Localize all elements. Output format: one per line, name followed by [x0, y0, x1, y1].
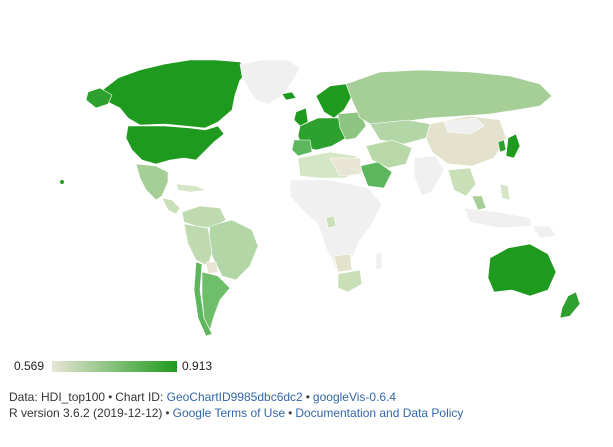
country-korea[interactable]	[497, 139, 507, 153]
country-chile[interactable]	[193, 261, 213, 337]
chart-id-label: Chart ID:	[115, 390, 164, 404]
country-greenland[interactable]	[239, 59, 301, 105]
country-usa[interactable]	[125, 125, 225, 165]
color-legend: 0.569 0.913	[14, 358, 212, 374]
country-mexico[interactable]	[135, 163, 169, 201]
country-south-africa[interactable]	[337, 269, 363, 293]
country-indonesia[interactable]	[463, 207, 533, 229]
legend-gradient-bar	[52, 360, 178, 372]
country-southeast-asia[interactable]	[447, 167, 477, 197]
country-iberia[interactable]	[291, 139, 313, 157]
country-russia[interactable]	[345, 69, 553, 127]
data-source-text: Data: HDI_top100	[9, 390, 106, 404]
country-saudi-arabia[interactable]	[359, 161, 393, 189]
country-iceland[interactable]	[281, 91, 297, 101]
country-madagascar[interactable]	[375, 251, 383, 271]
country-egypt-libya[interactable]	[329, 157, 363, 177]
country-new-zealand[interactable]	[559, 291, 581, 319]
country-cuba-caribbean[interactable]	[175, 183, 207, 193]
footer-line-2: R version 3.6.2 (2019-12-12) • Google Term…	[9, 406, 464, 420]
legend-min-label: 0.569	[14, 359, 45, 373]
policy-link[interactable]: Documentation and Data Policy	[295, 406, 464, 420]
country-alaska-usa[interactable]	[85, 87, 113, 109]
country-canada[interactable]	[99, 59, 251, 129]
country-mongolia[interactable]	[443, 117, 485, 135]
country-china[interactable]	[425, 115, 507, 167]
country-iran-middle-east[interactable]	[365, 139, 413, 169]
country-argentina[interactable]	[201, 271, 231, 331]
world-choropleth-map	[59, 59, 581, 337]
googlevis-link[interactable]: googleVis-0.6.4	[312, 390, 397, 404]
country-paraguay[interactable]	[205, 261, 219, 275]
country-scandinavia[interactable]	[315, 83, 353, 119]
country-japan[interactable]	[505, 133, 521, 159]
chart-footer: Data: HDI_top100 • Chart ID: GeoChartID998…	[9, 389, 463, 421]
terms-link[interactable]: Google Terms of Use	[172, 406, 286, 420]
footer-line-1: Data: HDI_top100 • Chart ID: GeoChartID998…	[9, 390, 397, 404]
legend-max-label: 0.913	[182, 359, 213, 373]
country-sub-saharan-africa[interactable]	[289, 179, 383, 269]
r-version-text: R version 3.6.2 (2019-12-12)	[9, 406, 163, 420]
country-hawaii[interactable]	[59, 179, 65, 185]
country-gabon[interactable]	[325, 215, 337, 229]
chart-id-link[interactable]: GeoChartID9985dbc6dc2	[166, 390, 303, 404]
country-malaysia[interactable]	[471, 195, 487, 211]
country-kazakhstan[interactable]	[369, 119, 431, 145]
country-papua-new-guinea[interactable]	[531, 225, 557, 239]
country-philippines[interactable]	[499, 183, 511, 201]
country-peru-bolivia[interactable]	[183, 223, 213, 267]
country-botswana-namibia[interactable]	[333, 253, 353, 273]
country-india[interactable]	[413, 155, 445, 197]
country-australia[interactable]	[487, 243, 557, 297]
country-central-america[interactable]	[161, 197, 181, 215]
